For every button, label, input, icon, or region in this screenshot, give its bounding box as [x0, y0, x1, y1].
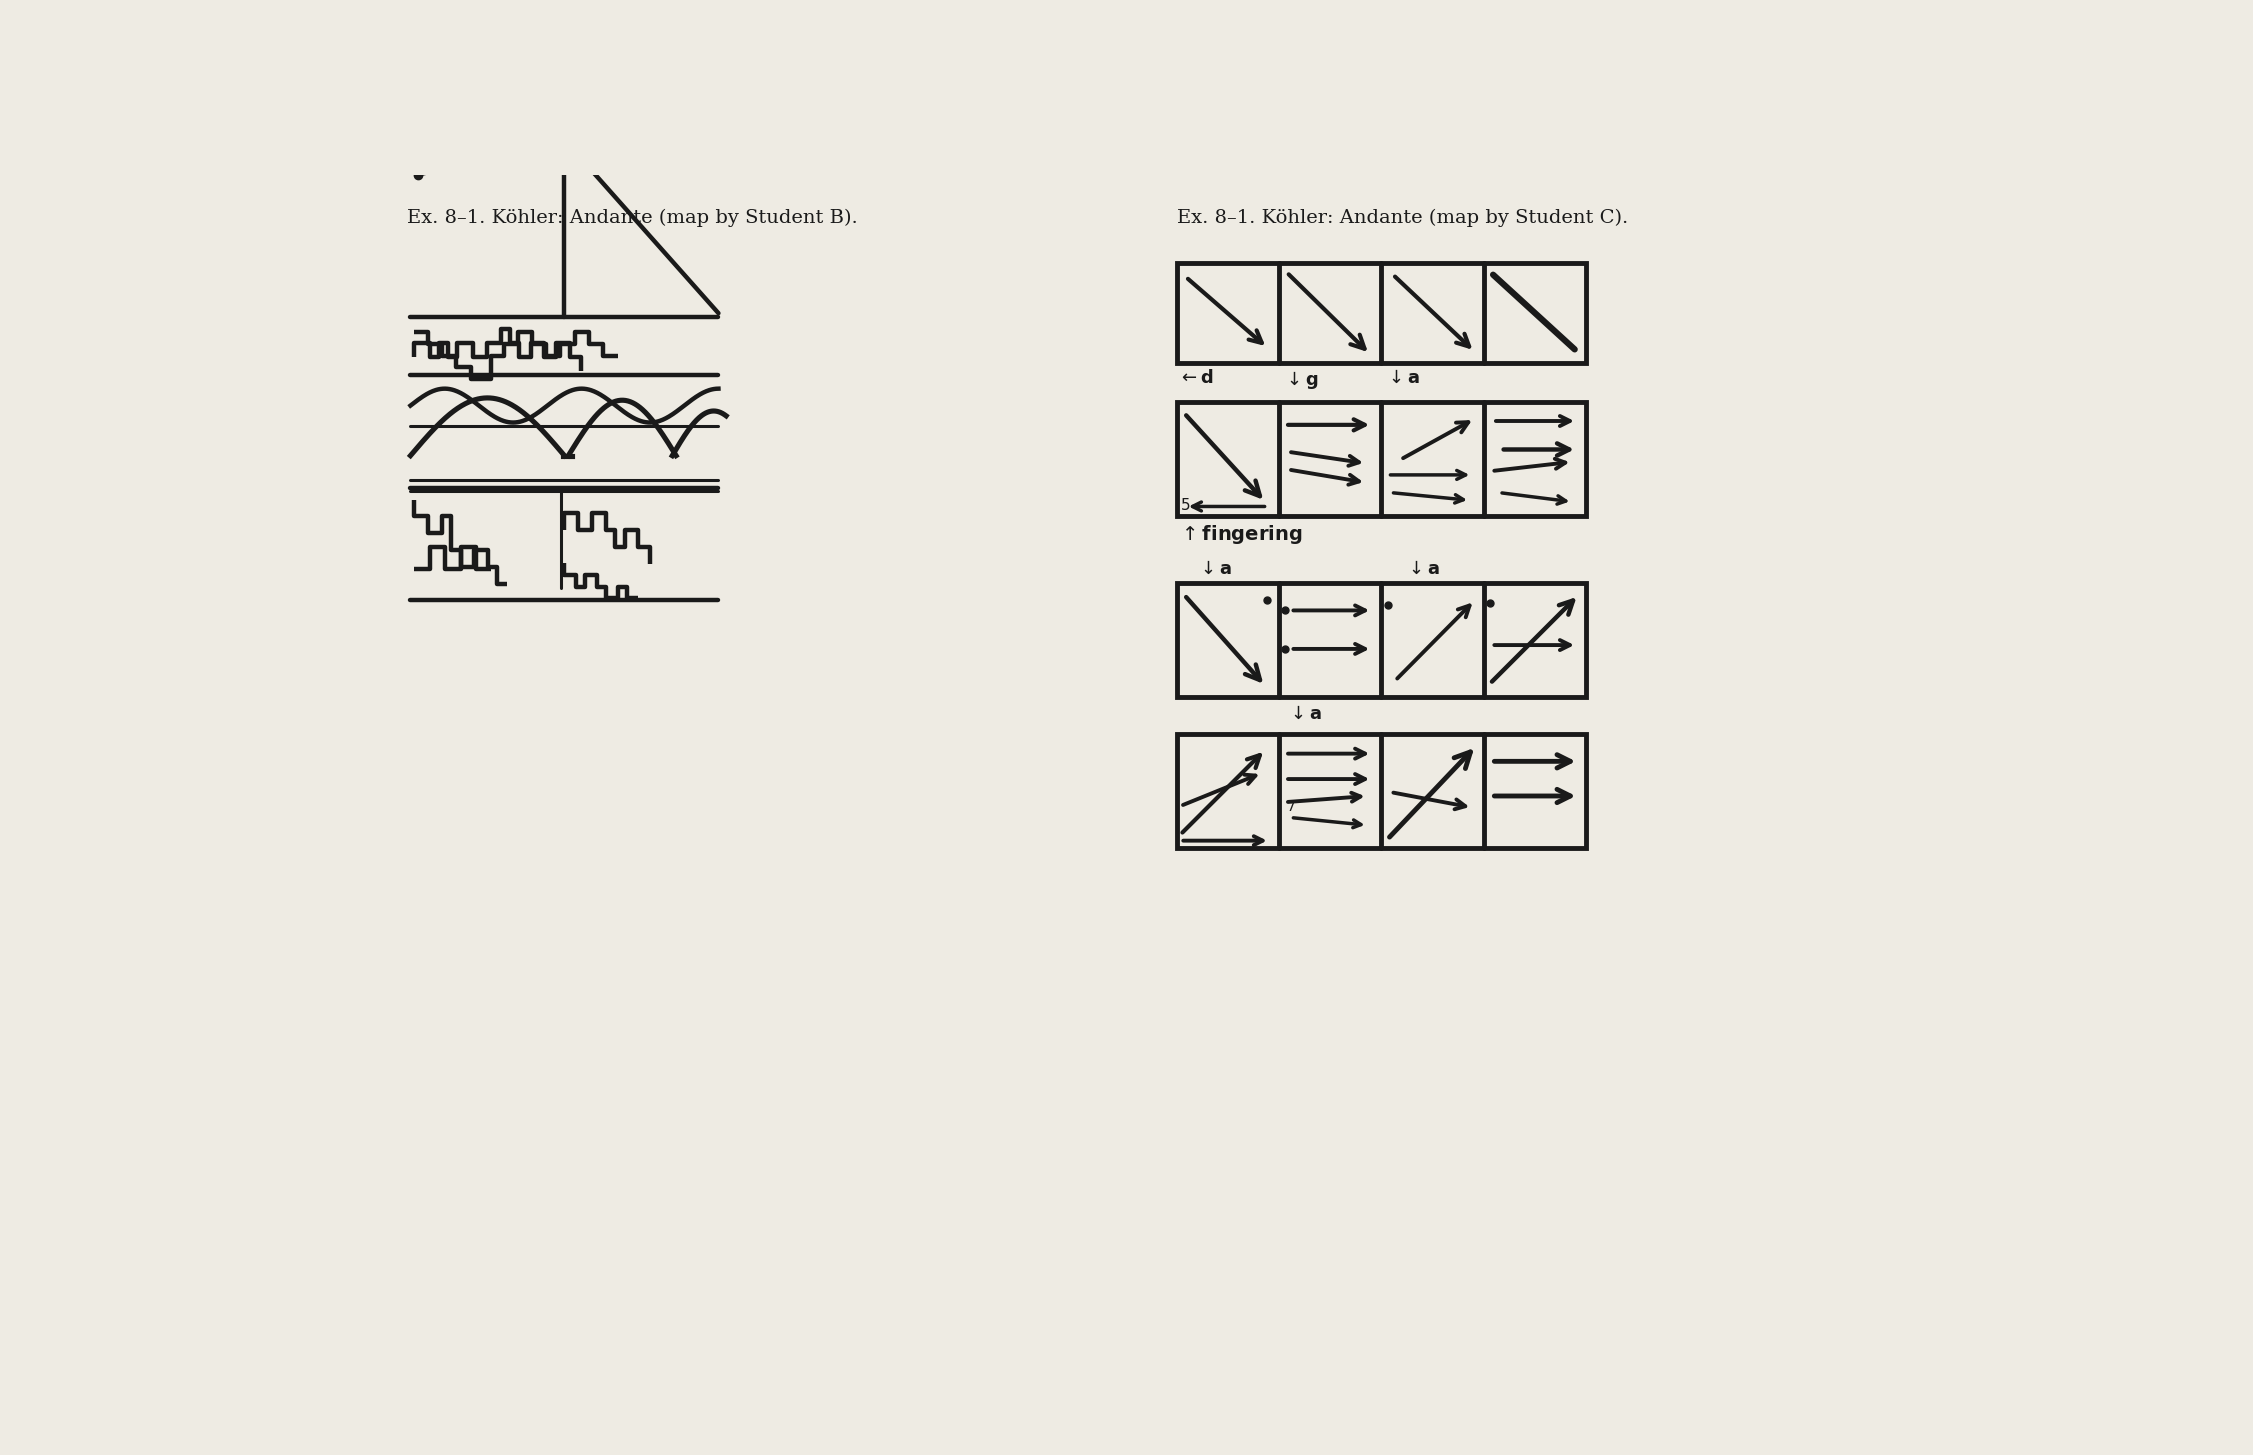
Text: $\uparrow$fingering: $\uparrow$fingering: [1178, 524, 1302, 547]
Text: $\downarrow$a: $\downarrow$a: [1404, 560, 1440, 579]
Bar: [1176, 583, 1586, 697]
Bar: [1176, 402, 1586, 515]
Text: 7: 7: [1286, 800, 1295, 815]
Text: $\downarrow$a: $\downarrow$a: [1286, 706, 1323, 723]
Text: $\downarrow$g: $\downarrow$g: [1282, 370, 1318, 391]
Text: $\downarrow$a: $\downarrow$a: [1196, 560, 1232, 579]
Text: $\leftarrow$d: $\leftarrow$d: [1178, 370, 1214, 387]
Text: Ex. 8–1. Köhler: Andante (map by Student C).: Ex. 8–1. Köhler: Andante (map by Student…: [1176, 210, 1629, 227]
Bar: [1176, 735, 1586, 848]
Text: 5: 5: [1181, 498, 1190, 512]
Bar: [1176, 263, 1586, 364]
Text: Ex. 8–1. Köhler: Andante (map by Student B).: Ex. 8–1. Köhler: Andante (map by Student…: [406, 210, 858, 227]
Text: $\downarrow$a: $\downarrow$a: [1386, 370, 1419, 387]
